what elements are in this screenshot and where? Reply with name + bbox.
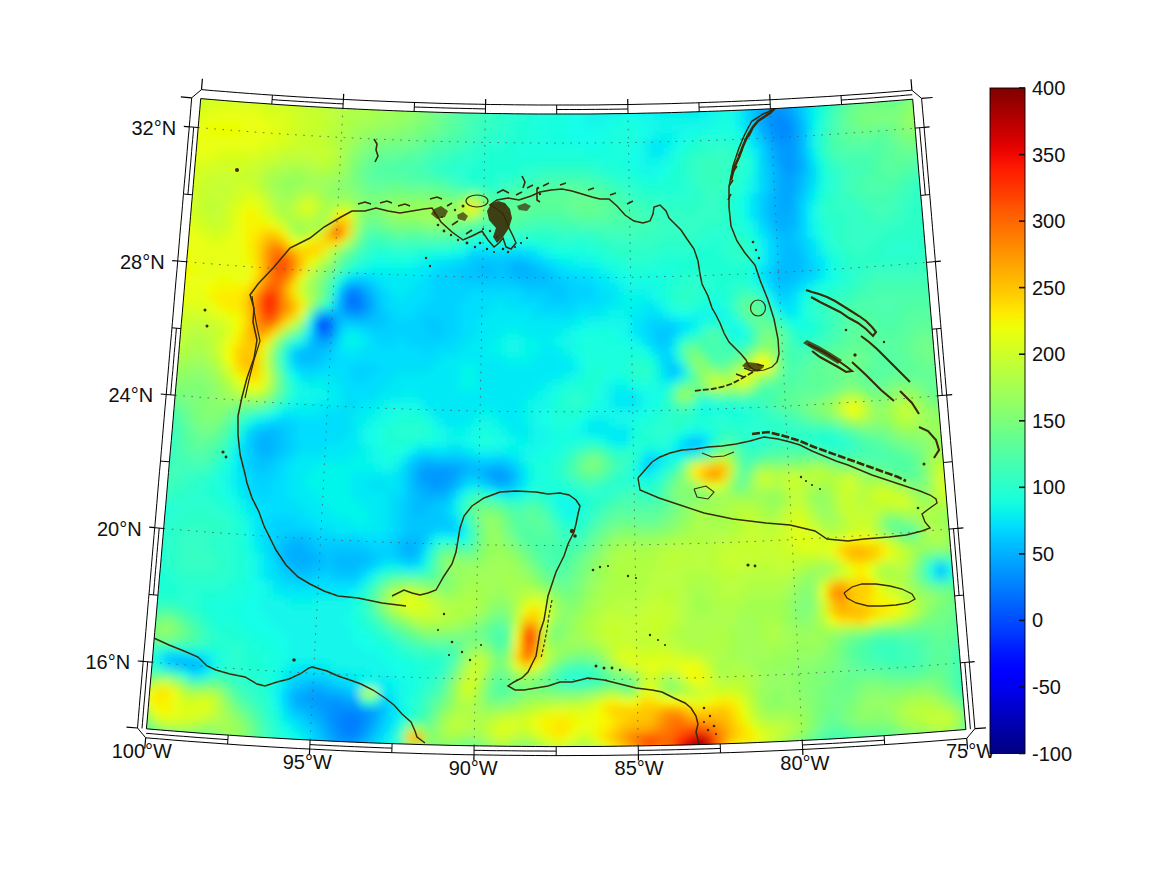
svg-text:350: 350	[1032, 144, 1065, 166]
svg-text:150: 150	[1032, 410, 1065, 432]
svg-text:75°W: 75°W	[946, 740, 995, 762]
svg-text:32°N: 32°N	[132, 117, 177, 139]
svg-text:200: 200	[1032, 343, 1065, 365]
svg-text:100°W: 100°W	[112, 740, 172, 762]
svg-text:400: 400	[1032, 77, 1065, 99]
svg-text:90°W: 90°W	[449, 757, 498, 779]
svg-text:85°W: 85°W	[615, 757, 664, 779]
svg-text:28°N: 28°N	[120, 251, 165, 273]
svg-text:-100: -100	[1032, 743, 1072, 765]
svg-text:95°W: 95°W	[283, 751, 332, 773]
svg-text:80°W: 80°W	[780, 752, 829, 774]
svg-text:50: 50	[1032, 543, 1054, 565]
svg-text:20°N: 20°N	[97, 518, 142, 540]
svg-text:0: 0	[1032, 609, 1043, 631]
svg-text:250: 250	[1032, 277, 1065, 299]
svg-text:100: 100	[1032, 476, 1065, 498]
svg-text:-50: -50	[1032, 676, 1061, 698]
svg-text:16°N: 16°N	[86, 651, 131, 673]
svg-text:24°N: 24°N	[109, 384, 154, 406]
svg-text:300: 300	[1032, 210, 1065, 232]
